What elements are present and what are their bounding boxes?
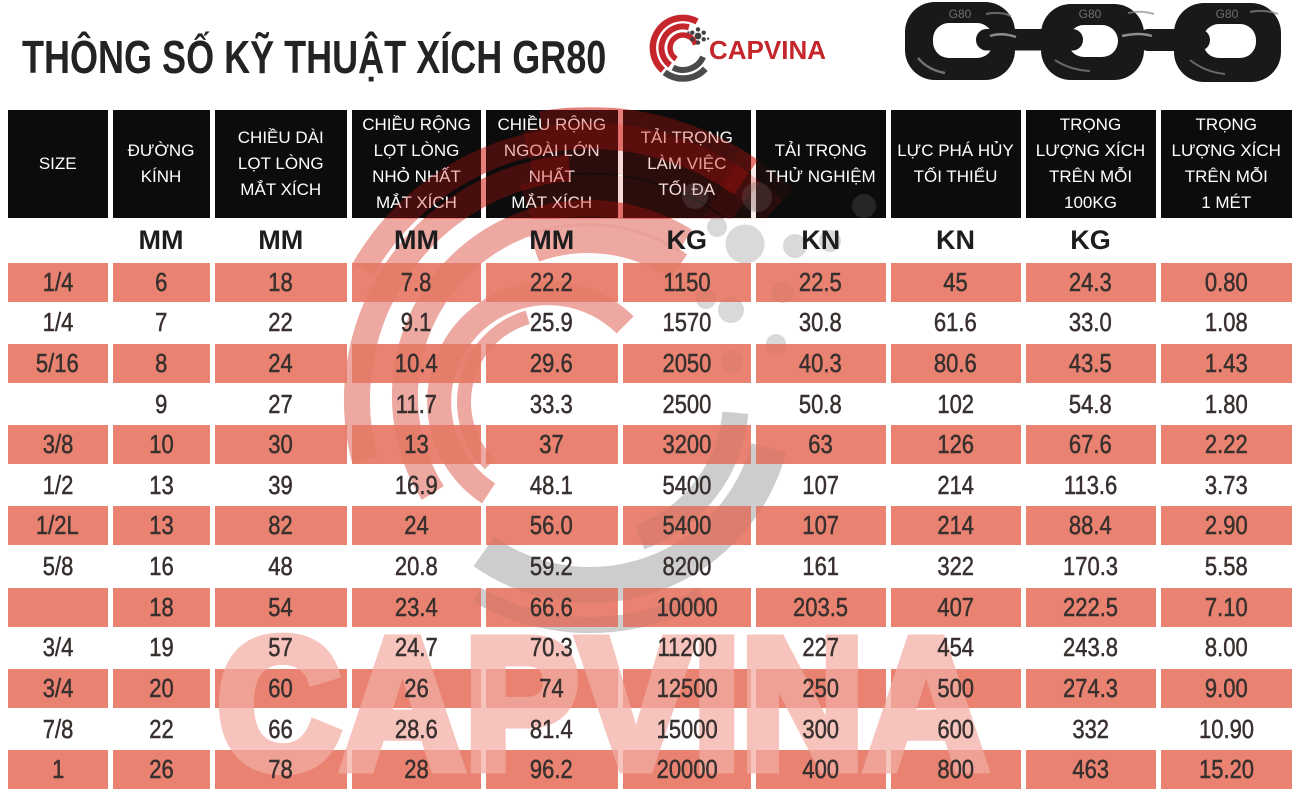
svg-text:G80: G80 bbox=[1079, 7, 1102, 21]
svg-text:G80: G80 bbox=[1216, 7, 1239, 21]
svg-text:G80: G80 bbox=[949, 7, 972, 21]
svg-text:CAPVINA: CAPVINA bbox=[709, 35, 826, 65]
